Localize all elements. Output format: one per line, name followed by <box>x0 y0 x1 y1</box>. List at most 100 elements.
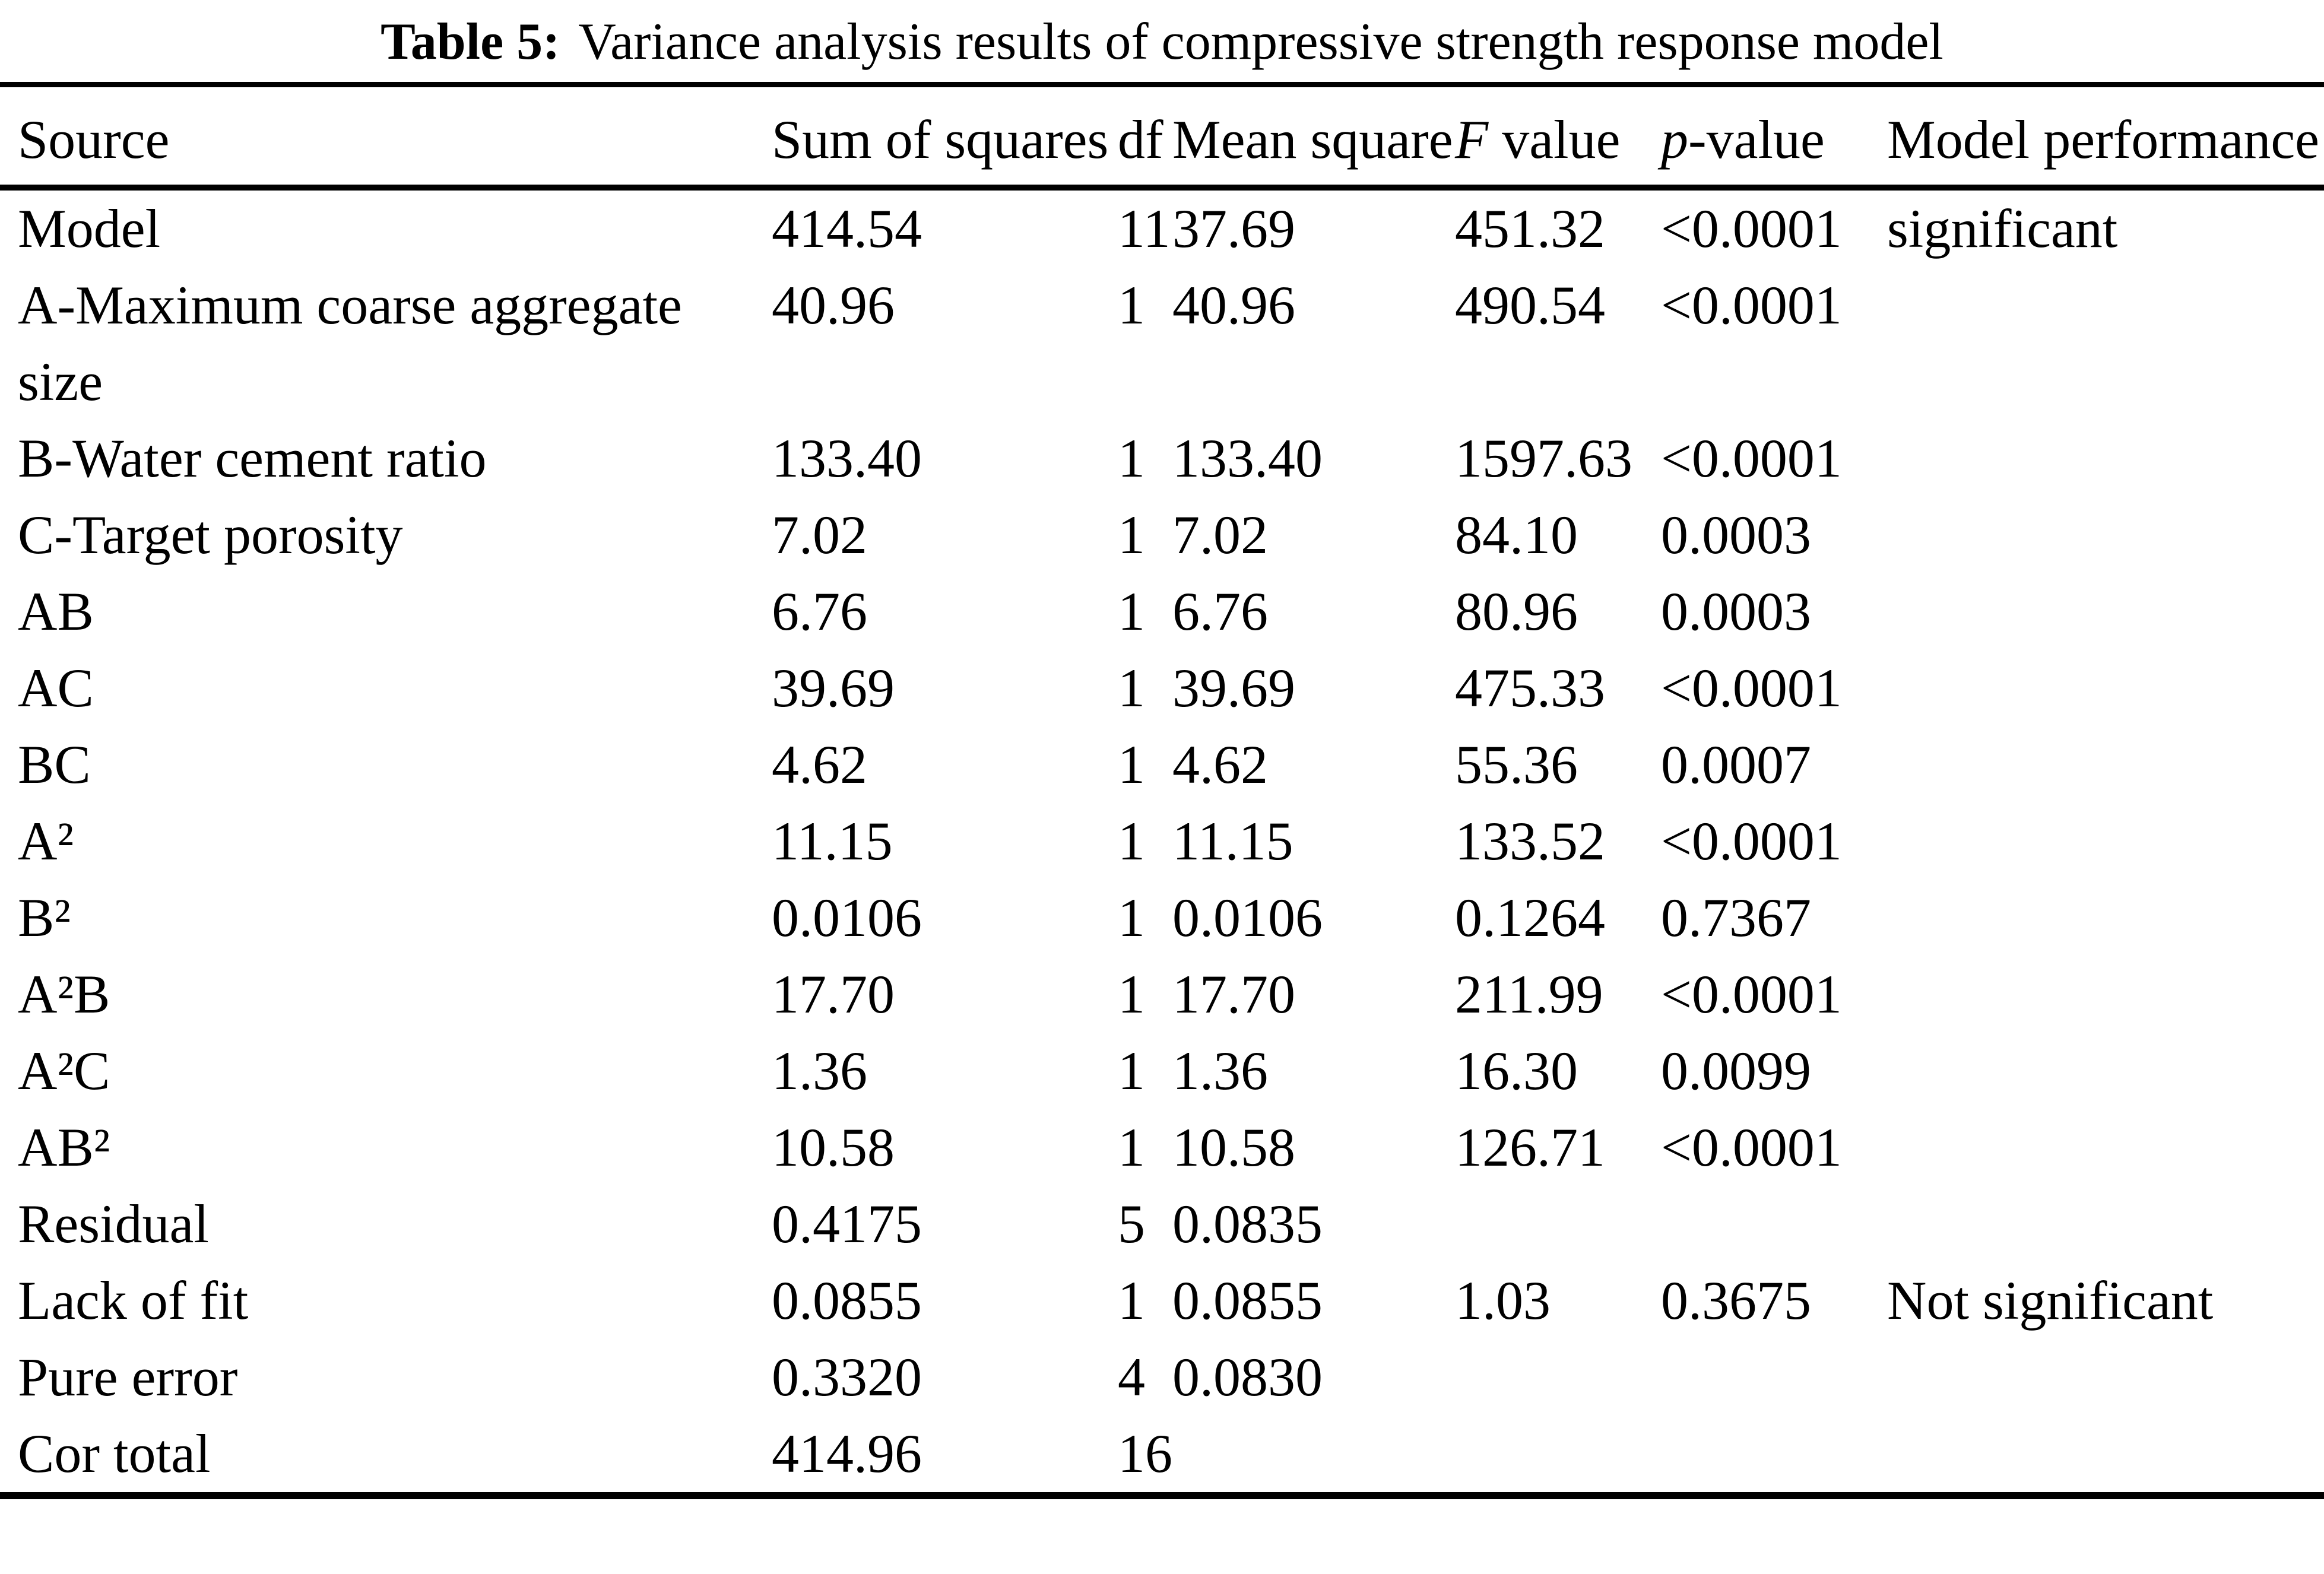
cell-f-value: 133.52 <box>1455 811 1605 871</box>
cell-source: AC <box>18 658 94 718</box>
cell-f-value <box>1455 1186 1661 1262</box>
table-row: B-Water cement ratio 133.40 1 133.40 159… <box>0 420 2324 497</box>
cell-sum-of-squares: 414.96 <box>772 1423 922 1484</box>
cell-model-performance <box>1887 267 2324 420</box>
table-header: Source Sum of squares df Mean square F v… <box>0 84 2324 191</box>
cell-source: B-Water cement ratio <box>18 428 487 488</box>
table-row: Cor total 414.96 16 <box>0 1416 2324 1496</box>
cell-df: 1 <box>1118 428 1145 488</box>
col-header-f-value: F value <box>1455 84 1661 191</box>
table-caption: Table 5: Variance analysis results of com… <box>0 0 2324 82</box>
cell-mean-square: 0.0106 <box>1172 887 1323 948</box>
cell-mean-square: 4.62 <box>1172 734 1268 795</box>
table-row: Residual 0.4175 5 0.0835 <box>0 1186 2324 1262</box>
cell-source: AB <box>18 581 94 642</box>
col-header-sum-of-squares: Sum of squares <box>772 84 1118 191</box>
cell-mean-square: 0.0830 <box>1172 1347 1323 1407</box>
cell-df: 1 <box>1118 1117 1145 1178</box>
cell-model-performance <box>1887 573 2324 650</box>
cell-sum-of-squares: 7.02 <box>772 504 867 565</box>
cell-source: Lack of fit <box>18 1270 249 1331</box>
table-row: BC 4.62 1 4.62 55.36 0.0007 <box>0 726 2324 803</box>
cell-model-performance <box>1887 1416 2324 1496</box>
table-row: A-Maximum coarse aggregate size 40.96 1 … <box>0 267 2324 420</box>
p-value-label-rest: -value <box>1688 109 1825 170</box>
cell-f-value: 84.10 <box>1455 504 1578 565</box>
cell-f-value: 451.32 <box>1455 198 1605 259</box>
cell-df: 1 <box>1118 811 1145 871</box>
table-row: Pure error 0.3320 4 0.0830 <box>0 1339 2324 1416</box>
cell-mean-square: 133.40 <box>1172 428 1323 488</box>
col-header-p-value: p-value <box>1661 84 1887 191</box>
cell-mean-square: 7.02 <box>1172 504 1268 565</box>
cell-p-value: 0.3675 <box>1661 1270 1811 1331</box>
cell-sum-of-squares: 1.36 <box>772 1040 867 1101</box>
cell-sum-of-squares: 17.70 <box>772 964 895 1024</box>
cell-f-value: 475.33 <box>1455 658 1605 718</box>
cell-model-performance <box>1887 803 2324 880</box>
cell-f-value: 1.03 <box>1455 1270 1551 1331</box>
cell-mean-square: 37.69 <box>1172 198 1295 259</box>
table-row: A²B 17.70 1 17.70 211.99 <0.0001 <box>0 956 2324 1033</box>
cell-sum-of-squares: 4.62 <box>772 734 867 795</box>
cell-mean-square: 39.69 <box>1172 658 1295 718</box>
cell-model-performance <box>1887 497 2324 573</box>
cell-p-value: <0.0001 <box>1661 658 1842 718</box>
cell-sum-of-squares: 40.96 <box>772 275 895 335</box>
cell-model-performance <box>1887 1339 2324 1416</box>
cell-df: 1 <box>1118 734 1145 795</box>
cell-sum-of-squares: 10.58 <box>772 1117 895 1178</box>
cell-sum-of-squares: 414.54 <box>772 198 922 259</box>
p-value-symbol: p <box>1661 109 1688 170</box>
table-row: A² 11.15 1 11.15 133.52 <0.0001 <box>0 803 2324 880</box>
cell-model-performance <box>1887 420 2324 497</box>
cell-df: 1 <box>1118 1040 1145 1101</box>
table-row: AB 6.76 1 6.76 80.96 0.0003 <box>0 573 2324 650</box>
cell-df: 1 <box>1118 504 1145 565</box>
cell-model-performance: significant <box>1887 198 2118 259</box>
cell-df: 1 <box>1118 581 1145 642</box>
cell-mean-square: 11.15 <box>1172 811 1293 871</box>
cell-df: 5 <box>1118 1194 1145 1254</box>
cell-sum-of-squares: 0.3320 <box>772 1347 922 1407</box>
cell-f-value: 80.96 <box>1455 581 1578 642</box>
cell-source: Cor total <box>18 1423 211 1484</box>
table-row: A²C 1.36 1 1.36 16.30 0.0099 <box>0 1033 2324 1109</box>
table-row: B² 0.0106 1 0.0106 0.1264 0.7367 <box>0 880 2324 956</box>
cell-p-value: <0.0001 <box>1661 1117 1842 1178</box>
cell-p-value <box>1661 1416 1887 1496</box>
cell-df: 4 <box>1118 1347 1145 1407</box>
anova-table: Source Sum of squares df Mean square F v… <box>0 82 2324 1499</box>
cell-source: Residual <box>18 1194 209 1254</box>
cell-df: 1 <box>1118 275 1145 335</box>
cell-mean-square: 10.58 <box>1172 1117 1295 1178</box>
col-header-model-performance: Model performance <box>1887 84 2324 191</box>
table-row: AC 39.69 1 39.69 475.33 <0.0001 <box>0 650 2324 726</box>
cell-source: C-Target porosity <box>18 504 403 565</box>
cell-source: A-Maximum coarse aggregate size <box>18 275 682 412</box>
cell-model-performance <box>1887 650 2324 726</box>
cell-model-performance <box>1887 956 2324 1033</box>
cell-model-performance: Not significant <box>1887 1270 2214 1331</box>
cell-source: Model <box>18 198 161 259</box>
cell-model-performance <box>1887 726 2324 803</box>
cell-sum-of-squares: 11.15 <box>772 811 893 871</box>
cell-mean-square: 40.96 <box>1172 275 1295 335</box>
cell-source: A²B <box>18 964 110 1024</box>
cell-f-value <box>1455 1416 1661 1496</box>
cell-mean-square: 0.0855 <box>1172 1270 1323 1331</box>
cell-source: AB² <box>18 1117 110 1178</box>
col-header-mean-square: Mean square <box>1172 84 1455 191</box>
cell-df: 1 <box>1118 1270 1145 1331</box>
cell-model-performance <box>1887 880 2324 956</box>
cell-p-value: <0.0001 <box>1661 964 1842 1024</box>
cell-mean-square: 6.76 <box>1172 581 1268 642</box>
table-row: AB² 10.58 1 10.58 126.71 <0.0001 <box>0 1109 2324 1186</box>
table-row: Model 414.54 11 37.69 451.32 <0.0001 sig… <box>0 188 2324 267</box>
col-header-df: df <box>1118 84 1172 191</box>
cell-p-value: 0.0007 <box>1661 734 1811 795</box>
cell-f-value: 16.30 <box>1455 1040 1578 1101</box>
cell-f-value: 0.1264 <box>1455 887 1605 948</box>
table-caption-label: Table 5: <box>381 13 560 71</box>
cell-p-value: 0.0099 <box>1661 1040 1811 1101</box>
